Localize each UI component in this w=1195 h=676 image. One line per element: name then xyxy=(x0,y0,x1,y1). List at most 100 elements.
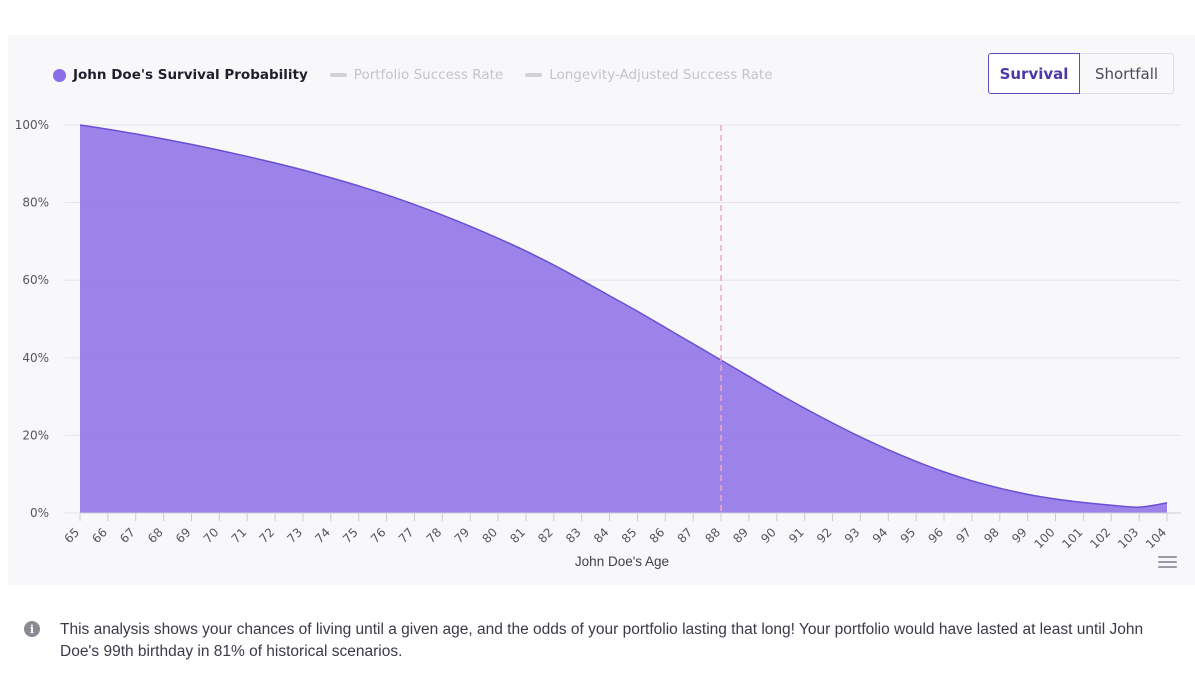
data-point xyxy=(1164,500,1170,506)
data-point xyxy=(1108,502,1114,508)
data-point xyxy=(1080,500,1086,506)
x-tick-label: 86 xyxy=(647,525,668,546)
x-tick-label: 102 xyxy=(1087,525,1113,551)
data-point xyxy=(774,390,780,396)
data-point xyxy=(1053,496,1059,502)
data-point xyxy=(467,223,473,229)
x-axis-title: John Doe's Age xyxy=(575,554,669,569)
x-tick-label: 93 xyxy=(842,525,863,546)
x-tick-label: 87 xyxy=(675,525,696,546)
legend-label-survival: John Doe's Survival Probability xyxy=(73,67,308,83)
y-tick-label: 40% xyxy=(22,351,49,365)
data-point xyxy=(133,131,139,137)
x-tick-label: 91 xyxy=(786,525,807,546)
x-tick-label: 75 xyxy=(340,525,361,546)
x-tick-label: 100 xyxy=(1032,525,1058,551)
x-tick-label: 77 xyxy=(396,525,417,546)
data-point xyxy=(690,341,696,347)
x-tick-label: 84 xyxy=(591,525,612,546)
y-tick-label: 20% xyxy=(22,428,49,442)
data-point xyxy=(523,248,529,254)
x-tick-label: 104 xyxy=(1143,525,1169,551)
data-point xyxy=(272,160,278,166)
x-tick-label: 92 xyxy=(814,525,835,546)
data-point xyxy=(188,141,194,147)
data-point xyxy=(607,293,613,299)
survival-area xyxy=(80,125,1167,513)
legend-item-survival[interactable]: John Doe's Survival Probability xyxy=(53,67,308,83)
x-tick-label: 78 xyxy=(424,525,445,546)
x-tick-label: 72 xyxy=(257,525,278,546)
legend-label-longevity-adjusted: Longevity-Adjusted Success Rate xyxy=(549,67,773,83)
y-tick-label: 80% xyxy=(22,196,49,210)
x-tick-label: 67 xyxy=(117,525,138,546)
x-tick-label: 95 xyxy=(898,525,919,546)
x-tick-label: 101 xyxy=(1059,525,1085,551)
legend-marker-longevity-adjusted xyxy=(525,73,543,77)
info-text: This analysis shows your chances of livi… xyxy=(60,621,1144,660)
survival-button[interactable]: Survival xyxy=(988,53,1080,94)
x-tick-label: 68 xyxy=(145,525,166,546)
y-tick-label: 60% xyxy=(22,273,49,287)
info-icon: i xyxy=(24,621,40,637)
chart-menu-icon[interactable] xyxy=(1158,556,1177,570)
x-tick-label: 85 xyxy=(619,525,640,546)
data-point xyxy=(634,308,640,314)
data-point xyxy=(384,192,390,198)
view-toggle: Survival Shortfall xyxy=(988,53,1174,94)
y-tick-label: 0% xyxy=(30,506,49,520)
data-point xyxy=(300,167,306,173)
x-tick-label: 96 xyxy=(925,525,946,546)
x-tick-label: 103 xyxy=(1115,525,1141,551)
x-tick-label: 97 xyxy=(953,525,974,546)
data-point xyxy=(1025,491,1031,497)
x-tick-label: 80 xyxy=(479,525,500,546)
data-point xyxy=(244,153,250,159)
data-point xyxy=(997,485,1003,491)
legend-label-portfolio-success: Portfolio Success Rate xyxy=(353,67,504,83)
data-point xyxy=(411,202,417,208)
data-point xyxy=(662,325,668,331)
data-point xyxy=(913,458,919,464)
x-tick-label: 71 xyxy=(229,525,250,546)
data-point xyxy=(941,469,947,475)
data-point xyxy=(746,373,752,379)
data-point xyxy=(1136,504,1142,510)
x-tick-label: 76 xyxy=(368,525,389,546)
legend-item-longevity-adjusted[interactable]: Longevity-Adjusted Success Rate xyxy=(525,67,773,83)
data-point xyxy=(161,136,167,142)
x-tick-label: 82 xyxy=(535,525,556,546)
x-tick-label: 88 xyxy=(702,525,723,546)
data-point xyxy=(356,183,362,189)
x-tick-label: 65 xyxy=(61,525,82,546)
x-tick-label: 66 xyxy=(89,525,110,546)
y-tick-label: 100% xyxy=(15,118,49,132)
x-tick-label: 73 xyxy=(284,525,305,546)
data-point xyxy=(885,447,891,453)
survival-line xyxy=(79,124,1168,508)
info-note: i This analysis shows your chances of li… xyxy=(24,619,1174,663)
x-tick-label: 83 xyxy=(563,525,584,546)
x-tick-label: 98 xyxy=(981,525,1002,546)
x-tick-label: 89 xyxy=(730,525,751,546)
data-point xyxy=(495,235,501,241)
x-tick-label: 74 xyxy=(312,525,333,546)
x-tick-label: 79 xyxy=(452,525,473,546)
data-point xyxy=(579,277,585,283)
data-point xyxy=(105,126,111,132)
x-tick-label: 94 xyxy=(870,525,891,546)
chart-legend: John Doe's Survival Probability Portfoli… xyxy=(53,66,773,84)
data-point xyxy=(77,122,83,128)
shortfall-button[interactable]: Shortfall xyxy=(1080,53,1174,94)
x-tick-label: 70 xyxy=(201,525,222,546)
x-tick-label: 69 xyxy=(173,525,194,546)
data-point xyxy=(216,147,222,153)
data-point xyxy=(969,478,975,484)
legend-marker-portfolio-success xyxy=(329,73,347,77)
data-point xyxy=(802,405,808,411)
x-tick-label: 81 xyxy=(507,525,528,546)
x-tick-label: 90 xyxy=(758,525,779,546)
data-point xyxy=(830,420,836,426)
legend-item-portfolio-success[interactable]: Portfolio Success Rate xyxy=(329,67,504,83)
data-point xyxy=(328,175,334,181)
